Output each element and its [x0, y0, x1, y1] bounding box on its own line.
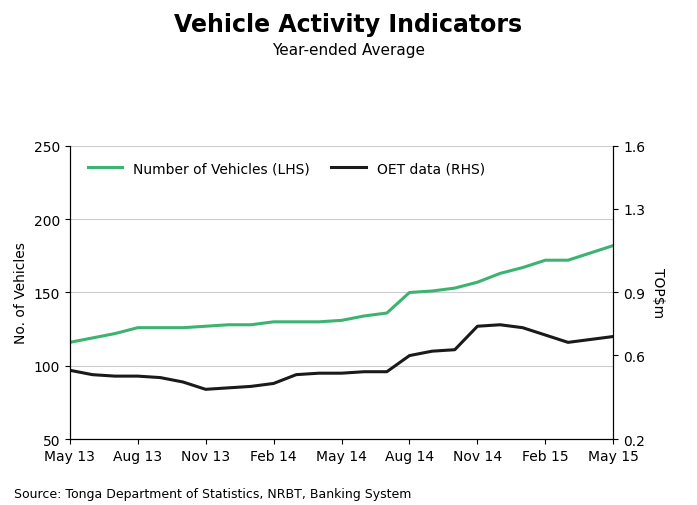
OET data (RHS) [292, 372, 300, 378]
Number of Vehicles (LHS) [450, 285, 459, 291]
Number of Vehicles (LHS) [247, 322, 255, 328]
Number of Vehicles (LHS) [541, 258, 549, 264]
Number of Vehicles (LHS) [473, 280, 482, 286]
OET data (RHS) [383, 369, 391, 375]
Number of Vehicles (LHS) [314, 319, 323, 325]
OET data (RHS) [314, 371, 323, 377]
Number of Vehicles (LHS) [66, 340, 74, 346]
OET data (RHS) [66, 368, 74, 374]
OET data (RHS) [201, 386, 210, 392]
OET data (RHS) [360, 369, 368, 375]
OET data (RHS) [224, 385, 233, 391]
Number of Vehicles (LHS) [564, 258, 572, 264]
OET data (RHS) [178, 379, 187, 385]
Text: Year-ended Average: Year-ended Average [272, 43, 425, 58]
OET data (RHS) [587, 337, 595, 343]
OET data (RHS) [428, 348, 436, 355]
Number of Vehicles (LHS) [88, 335, 96, 341]
OET data (RHS) [337, 371, 346, 377]
Number of Vehicles (LHS) [269, 319, 277, 325]
Y-axis label: No. of Vehicles: No. of Vehicles [14, 242, 28, 344]
OET data (RHS) [609, 334, 618, 340]
Number of Vehicles (LHS) [337, 318, 346, 324]
Number of Vehicles (LHS) [178, 325, 187, 331]
OET data (RHS) [247, 384, 255, 390]
OET data (RHS) [450, 347, 459, 353]
Number of Vehicles (LHS) [383, 311, 391, 317]
Y-axis label: TOP$m: TOP$m [651, 268, 665, 318]
OET data (RHS) [133, 373, 142, 379]
Number of Vehicles (LHS) [360, 313, 368, 319]
OET data (RHS) [541, 332, 549, 338]
Number of Vehicles (LHS) [224, 322, 233, 328]
Text: Vehicle Activity Indicators: Vehicle Activity Indicators [174, 13, 523, 36]
Line: Number of Vehicles (LHS): Number of Vehicles (LHS) [70, 246, 613, 343]
Number of Vehicles (LHS) [428, 288, 436, 294]
Line: OET data (RHS): OET data (RHS) [70, 325, 613, 389]
Number of Vehicles (LHS) [405, 290, 413, 296]
Number of Vehicles (LHS) [133, 325, 142, 331]
OET data (RHS) [564, 340, 572, 346]
OET data (RHS) [405, 353, 413, 359]
Legend: Number of Vehicles (LHS), OET data (RHS): Number of Vehicles (LHS), OET data (RHS) [82, 157, 491, 181]
Number of Vehicles (LHS) [201, 324, 210, 330]
Number of Vehicles (LHS) [519, 265, 527, 271]
OET data (RHS) [88, 372, 96, 378]
Number of Vehicles (LHS) [292, 319, 300, 325]
Text: Source: Tonga Department of Statistics, NRBT, Banking System: Source: Tonga Department of Statistics, … [14, 487, 411, 500]
Number of Vehicles (LHS) [496, 271, 504, 277]
OET data (RHS) [473, 324, 482, 330]
OET data (RHS) [519, 325, 527, 331]
Number of Vehicles (LHS) [587, 250, 595, 257]
Number of Vehicles (LHS) [156, 325, 164, 331]
OET data (RHS) [496, 322, 504, 328]
OET data (RHS) [156, 375, 164, 381]
Number of Vehicles (LHS) [609, 243, 618, 249]
OET data (RHS) [111, 373, 119, 379]
OET data (RHS) [269, 381, 277, 387]
Number of Vehicles (LHS) [111, 331, 119, 337]
